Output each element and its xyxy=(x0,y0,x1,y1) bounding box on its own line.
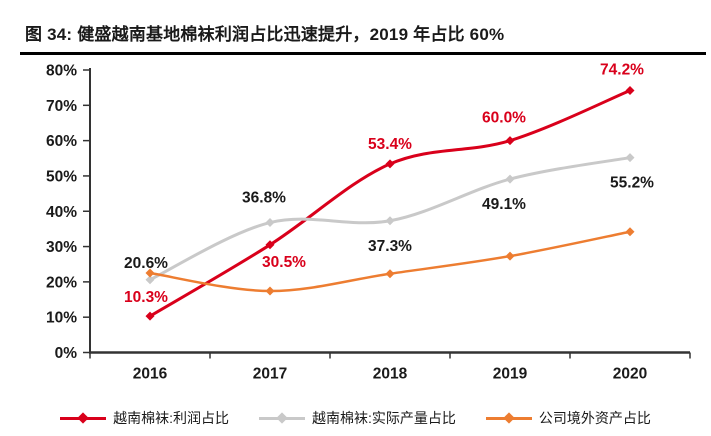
legend-label: 越南棉袜:利润占比 xyxy=(113,410,229,426)
legend-line-diamond-icon xyxy=(485,412,532,424)
y-axis-tick-label: 40% xyxy=(46,204,77,221)
data-label: 49.1% xyxy=(482,196,526,213)
series-line-0 xyxy=(148,88,632,318)
series-2-marker xyxy=(505,251,515,261)
y-axis-tick-label: 10% xyxy=(46,310,77,327)
legend-line-diamond-icon xyxy=(60,412,107,424)
chart-legend: 越南棉袜:利润占比 越南棉袜:实际产量占比 公司境外资产占比 xyxy=(0,402,711,434)
data-label: 55.2% xyxy=(610,175,654,192)
x-axis-tick-label: 2017 xyxy=(253,366,287,383)
y-axis-tick-label: 60% xyxy=(46,133,77,150)
series-1-marker xyxy=(385,216,395,226)
series-1-marker xyxy=(145,275,155,285)
x-axis-tick-label: 2018 xyxy=(373,366,408,383)
series-1-marker xyxy=(505,174,515,184)
title-divider xyxy=(20,52,706,55)
data-label: 20.6% xyxy=(124,255,168,272)
legend-label: 公司境外资产占比 xyxy=(538,410,651,426)
legend-item-0: 越南棉袜:利润占比 xyxy=(60,408,229,428)
profit-share-line-chart: 0% 10% 20% 30% 40% 50% 60% 70% 80% 2016 2017 2018 20… xyxy=(46,61,691,383)
series-2-marker xyxy=(265,286,275,296)
data-label: 30.5% xyxy=(262,254,306,271)
series-0-marker xyxy=(265,240,275,250)
legend-diamond xyxy=(77,412,89,424)
legend-diamond xyxy=(503,412,515,424)
legend-line-diamond-icon xyxy=(259,412,305,424)
y-axis-tick-label: 20% xyxy=(46,274,77,291)
y-axis-tick-label: 70% xyxy=(46,98,77,115)
series-0-marker xyxy=(625,85,635,95)
series-2-marker xyxy=(145,268,155,278)
x-axis-tick-label: 2019 xyxy=(493,366,528,383)
legend-item-2: 公司境外资产占比 xyxy=(485,408,651,428)
series-1-marker xyxy=(265,218,275,228)
y-axis-tick-label: 80% xyxy=(46,63,77,80)
legend-diamond xyxy=(276,412,288,424)
series-0-marker xyxy=(385,159,395,169)
series-2-marker xyxy=(625,227,635,237)
legend-item-1: 越南棉袜:实际产量占比 xyxy=(259,408,456,428)
x-axis-tick-label: 2020 xyxy=(613,366,647,383)
y-axis-tick-label: 30% xyxy=(46,239,77,256)
legend-label: 越南棉袜:实际产量占比 xyxy=(312,410,456,426)
data-label: 37.3% xyxy=(368,238,412,255)
series-2-marker xyxy=(385,269,395,279)
y-axis-tick-label: 0% xyxy=(55,345,78,362)
series-1-marker xyxy=(625,153,635,163)
series-0-marker xyxy=(145,311,155,321)
x-axis-tick-label: 2016 xyxy=(133,366,168,383)
data-label: 74.2% xyxy=(600,61,644,78)
data-label: 60.0% xyxy=(482,110,526,127)
series-0-marker xyxy=(505,136,515,146)
data-label: 10.3% xyxy=(124,289,168,306)
figure-title: 图 34: 健盛越南基地棉袜利润占比迅速提升，2019 年占比 60% xyxy=(25,25,505,44)
y-axis-tick-label: 50% xyxy=(46,168,77,185)
data-label: 53.4% xyxy=(368,136,412,153)
data-label: 36.8% xyxy=(242,190,286,207)
